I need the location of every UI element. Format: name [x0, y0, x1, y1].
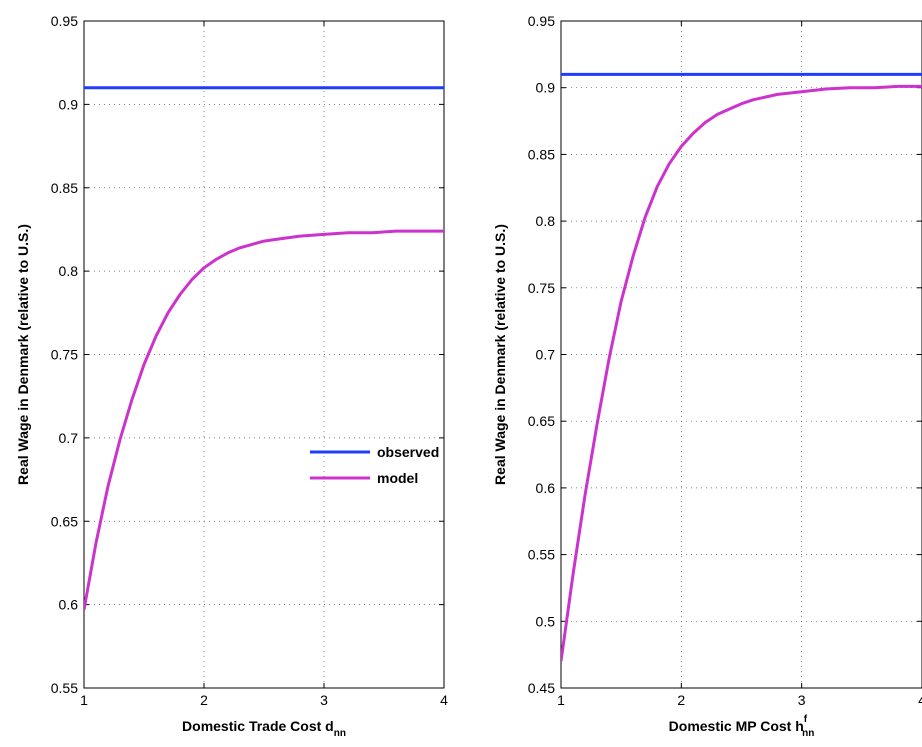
x-axis-label: Domestic Trade Cost dnn	[182, 718, 346, 739]
x-tick-label: 2	[677, 692, 685, 708]
y-tick-label: 0.65	[51, 513, 78, 529]
y-tick-label: 0.9	[536, 80, 556, 96]
y-tick-label: 0.7	[536, 347, 556, 363]
y-tick-label: 0.9	[59, 96, 79, 112]
x-tick-label: 1	[557, 692, 565, 708]
y-tick-label: 0.8	[59, 263, 79, 279]
y-axis-label: Real Wage in Denmark (relative to U.S.)	[492, 224, 508, 485]
x-tick-label: 4	[440, 692, 448, 708]
y-tick-label: 0.6	[59, 597, 79, 613]
y-tick-label: 0.6	[536, 480, 556, 496]
y-tick-label: 0.55	[528, 547, 555, 563]
series-line-model	[84, 229, 444, 610]
x-tick-label: 3	[798, 692, 806, 708]
y-axis-label: Real Wage in Denmark (relative to U.S.)	[15, 224, 31, 485]
y-tick-label: 0.75	[528, 280, 555, 296]
legend-label-observed: observed	[377, 444, 439, 460]
y-tick-label: 0.95	[51, 13, 78, 29]
x-tick-label: 1	[80, 692, 88, 708]
y-tick-label: 0.85	[51, 180, 78, 196]
series-line-model	[561, 84, 922, 662]
x-axis-label: Domestic MP Cost hf nn	[669, 714, 815, 739]
y-tick-label: 0.5	[536, 613, 556, 629]
y-tick-label: 0.55	[51, 680, 78, 696]
y-tick-label: 0.65	[528, 413, 555, 429]
y-tick-label: 0.95	[528, 13, 555, 29]
x-tick-label: 3	[320, 692, 328, 708]
y-tick-label: 0.8	[536, 213, 556, 229]
y-tick-label: 0.7	[59, 430, 79, 446]
x-tick-label: 4	[918, 692, 922, 708]
legend-label-model: model	[377, 470, 418, 486]
y-tick-label: 0.85	[528, 146, 555, 162]
plot-1: 1 2 3 4 0.55 0.6 0.65 0.7 0.75 0.8 0.85 0.9 0.95 Dome…	[15, 13, 448, 739]
legend: observed model	[310, 444, 439, 486]
y-tick-label: 0.45	[528, 680, 555, 696]
x-tick-label: 2	[200, 692, 208, 708]
y-tick-label: 0.75	[51, 347, 78, 363]
plot-2: 1 2 3 4 0.45 0.5 0.55 0.6 0.65 0.7 0.75 0.8 0.85 0.9 0…	[492, 13, 922, 739]
